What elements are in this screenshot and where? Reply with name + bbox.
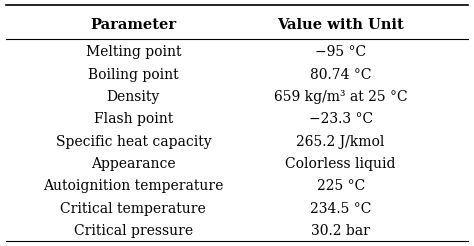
Text: 659 kg/m³ at 25 °C: 659 kg/m³ at 25 °C <box>274 90 408 104</box>
Text: Critical pressure: Critical pressure <box>74 224 193 238</box>
Text: Specific heat capacity: Specific heat capacity <box>55 135 211 149</box>
Text: Melting point: Melting point <box>86 45 181 59</box>
Text: Boiling point: Boiling point <box>88 68 179 81</box>
Text: Appearance: Appearance <box>91 157 176 171</box>
Text: Autoignition temperature: Autoignition temperature <box>43 179 224 193</box>
Text: Value with Unit: Value with Unit <box>277 18 404 32</box>
Text: Density: Density <box>107 90 160 104</box>
Text: 30.2 bar: 30.2 bar <box>311 224 370 238</box>
Text: 80.74 °C: 80.74 °C <box>310 68 372 81</box>
Text: Parameter: Parameter <box>90 18 176 32</box>
Text: Flash point: Flash point <box>94 112 173 126</box>
Text: −23.3 °C: −23.3 °C <box>309 112 373 126</box>
Text: 265.2 J/kmol: 265.2 J/kmol <box>296 135 385 149</box>
Text: Critical temperature: Critical temperature <box>61 202 206 216</box>
Text: 225 °C: 225 °C <box>317 179 365 193</box>
Text: Colorless liquid: Colorless liquid <box>285 157 396 171</box>
Text: 234.5 °C: 234.5 °C <box>310 202 371 216</box>
Text: −95 °C: −95 °C <box>315 45 366 59</box>
